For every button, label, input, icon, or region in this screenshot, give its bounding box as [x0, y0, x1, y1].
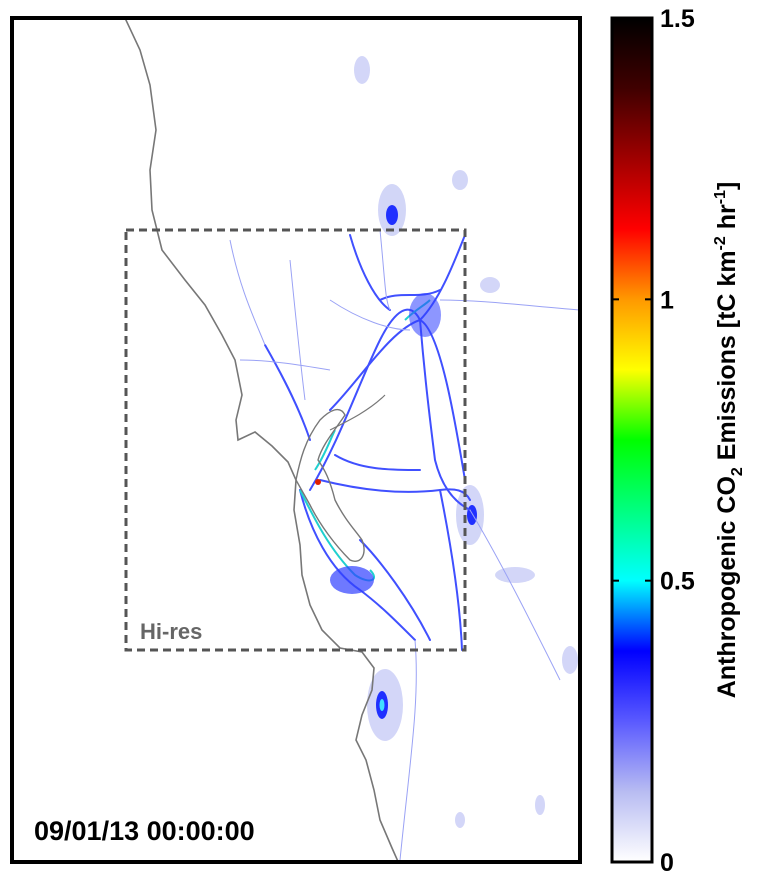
hi-res-box [124, 228, 467, 652]
colorbar-frame [610, 16, 654, 864]
label-part: hr [713, 204, 741, 236]
urban-area [409, 293, 441, 337]
box-label: Hi-res [140, 619, 202, 644]
tick-label: 1.5 [660, 5, 695, 33]
colorbar [612, 17, 652, 863]
label-part: Anthropogenic CO [713, 476, 741, 698]
label-sup: -1 [712, 190, 729, 204]
label-sup: -2 [712, 236, 729, 250]
dense-roads [299, 299, 431, 582]
label-part: Emissions [tC km [713, 250, 741, 467]
label-part: ] [713, 182, 741, 190]
colorbar-label: Anthropogenic CO2 Emissions [tC km-2 hr-… [712, 182, 746, 699]
minor-roads [229, 229, 578, 860]
timestamp: 09/01/13 00:00:00 [34, 816, 255, 846]
colorbar-fill [612, 18, 652, 862]
coastline [125, 20, 399, 860]
emission-peak [379, 699, 385, 711]
tick-label: 1 [660, 286, 674, 314]
tick-label: 0.5 [660, 568, 695, 596]
bay-outline [295, 408, 365, 562]
urban-area [330, 566, 374, 594]
emission-max [315, 479, 321, 485]
map-frame [10, 16, 582, 864]
map-content [125, 20, 578, 860]
tick-label: 0 [660, 849, 674, 877]
label-sub: 2 [729, 467, 746, 476]
river [329, 394, 386, 431]
